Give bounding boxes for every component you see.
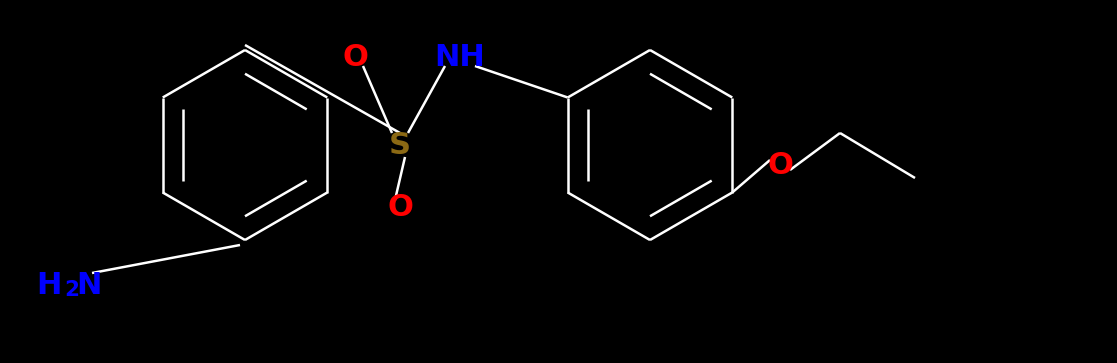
Text: O: O — [342, 44, 367, 73]
Text: NH: NH — [435, 44, 486, 73]
Text: 2: 2 — [64, 280, 79, 300]
Text: S: S — [389, 131, 411, 159]
Text: H: H — [37, 270, 63, 299]
Text: O: O — [388, 193, 413, 223]
Text: N: N — [76, 270, 102, 299]
Text: O: O — [767, 151, 793, 179]
